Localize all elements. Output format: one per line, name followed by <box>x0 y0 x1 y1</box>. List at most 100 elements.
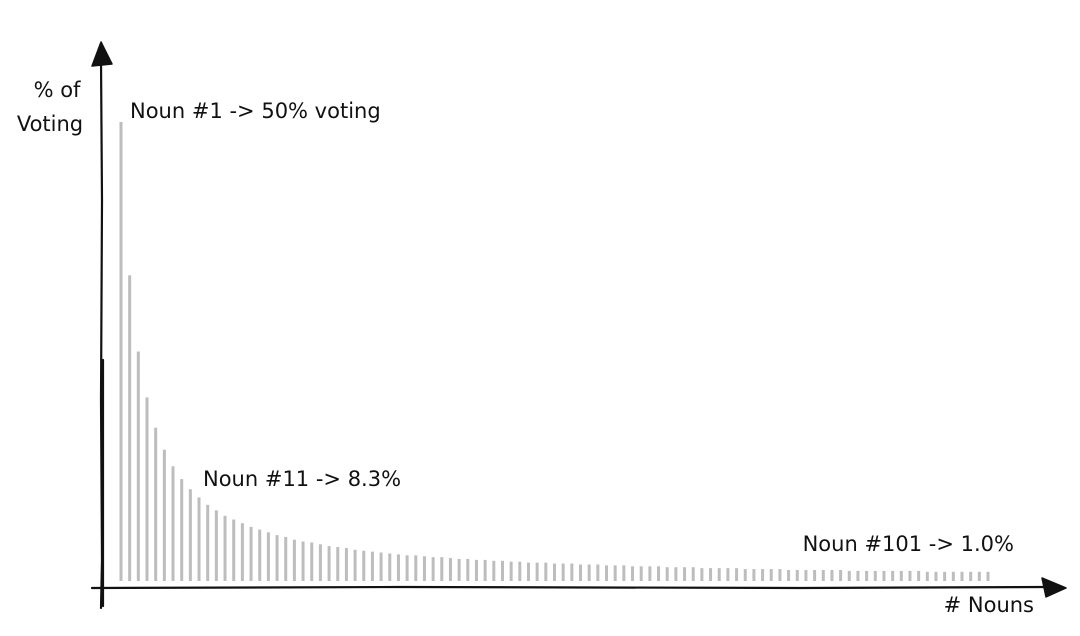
bar-noun-9 <box>188 489 192 581</box>
bar-noun-30 <box>370 551 374 581</box>
y-axis <box>91 41 113 610</box>
bar-noun-95 <box>934 571 938 581</box>
bar-noun-23 <box>310 542 314 581</box>
bar-noun-58 <box>613 565 617 581</box>
bar-noun-48 <box>526 562 530 581</box>
bar-noun-47 <box>518 561 522 581</box>
bar-noun-61 <box>639 566 643 581</box>
bar-noun-89 <box>882 570 886 581</box>
bar-noun-11 <box>206 504 210 581</box>
bar-noun-46 <box>509 561 513 581</box>
bar-noun-51 <box>553 563 556 581</box>
bar-noun-63 <box>657 566 661 581</box>
bar-noun-31 <box>379 552 383 581</box>
bar-noun-39 <box>448 558 452 581</box>
bar-noun-35 <box>414 555 418 581</box>
x-axis-label: # Nouns <box>944 593 1034 617</box>
bar-noun-43 <box>483 559 487 581</box>
bars-layer <box>119 122 990 581</box>
bar-noun-8 <box>180 479 184 581</box>
bar-noun-75 <box>761 569 765 581</box>
annotation-noun-101: Noun #101 -> 1.0% <box>803 532 1014 556</box>
bar-noun-77 <box>778 569 782 581</box>
bar-noun-98 <box>960 571 964 581</box>
bar-noun-93 <box>917 570 921 581</box>
bar-noun-6 <box>162 449 166 581</box>
bar-noun-99 <box>969 571 973 581</box>
bar-noun-22 <box>301 541 305 581</box>
bar-noun-55 <box>587 564 591 581</box>
bar-noun-16 <box>249 526 253 581</box>
bar-noun-24 <box>318 544 322 581</box>
bar-noun-59 <box>622 565 626 581</box>
bar-noun-69 <box>709 568 713 581</box>
x-axis-arrowhead <box>1041 577 1067 598</box>
bar-noun-85 <box>847 570 851 581</box>
bar-noun-45 <box>500 560 504 581</box>
bar-noun-87 <box>865 570 869 581</box>
bar-noun-49 <box>535 562 539 581</box>
y-axis-label-line-1: % of <box>34 78 81 102</box>
y-axis-label-line-2: Voting <box>17 112 83 136</box>
bar-noun-36 <box>422 556 426 581</box>
bar-noun-1 <box>119 122 123 581</box>
bar-noun-19 <box>275 535 279 581</box>
bar-noun-38 <box>440 557 444 581</box>
bar-noun-72 <box>735 568 739 581</box>
bar-noun-79 <box>795 569 799 581</box>
bar-noun-52 <box>561 563 565 581</box>
bar-noun-40 <box>457 558 461 581</box>
bar-noun-4 <box>145 397 149 581</box>
bar-noun-64 <box>665 567 669 581</box>
bar-noun-15 <box>240 523 244 581</box>
bar-noun-25 <box>327 546 331 581</box>
annotation-noun-11: Noun #11 -> 8.3% <box>203 467 401 491</box>
bar-noun-101 <box>986 571 990 581</box>
bar-noun-29 <box>362 550 366 581</box>
bar-noun-78 <box>787 569 791 581</box>
bar-noun-62 <box>648 566 652 581</box>
bar-noun-80 <box>804 569 808 581</box>
bar-noun-37 <box>431 557 435 581</box>
bar-noun-96 <box>943 571 947 581</box>
bar-noun-83 <box>830 569 834 581</box>
bar-noun-82 <box>821 569 825 581</box>
bar-noun-65 <box>674 567 678 581</box>
bar-noun-50 <box>544 562 548 581</box>
bar-noun-7 <box>171 466 175 581</box>
bar-noun-33 <box>396 554 400 581</box>
bar-noun-91 <box>899 570 903 581</box>
bar-noun-44 <box>492 560 496 581</box>
bar-noun-74 <box>752 569 756 581</box>
bar-noun-12 <box>214 510 218 581</box>
bar-noun-88 <box>873 570 877 581</box>
bar-noun-90 <box>891 570 895 581</box>
bar-noun-100 <box>977 571 981 581</box>
bar-noun-42 <box>474 559 478 581</box>
bar-noun-94 <box>925 571 929 581</box>
y-axis-arrowhead <box>91 41 113 67</box>
bar-noun-18 <box>266 532 270 581</box>
bar-noun-32 <box>388 553 392 581</box>
annotation-noun-1: Noun #1 -> 50% voting <box>130 99 381 123</box>
bar-noun-34 <box>405 555 409 581</box>
bar-noun-21 <box>292 539 296 581</box>
bar-noun-71 <box>726 568 730 581</box>
bar-noun-67 <box>691 567 695 581</box>
bar-noun-53 <box>570 563 574 581</box>
bar-noun-73 <box>743 569 747 581</box>
bar-noun-28 <box>353 549 357 581</box>
x-axis <box>90 577 1067 598</box>
bar-noun-86 <box>856 570 860 581</box>
bar-noun-3 <box>136 351 140 581</box>
bar-noun-76 <box>769 569 773 581</box>
bar-noun-27 <box>344 547 348 581</box>
bar-noun-60 <box>631 566 635 581</box>
bar-noun-66 <box>683 567 687 581</box>
bar-noun-13 <box>223 515 227 581</box>
bar-noun-84 <box>839 569 843 581</box>
bar-noun-97 <box>951 571 955 581</box>
bar-noun-92 <box>908 570 912 581</box>
bar-noun-10 <box>197 497 201 581</box>
